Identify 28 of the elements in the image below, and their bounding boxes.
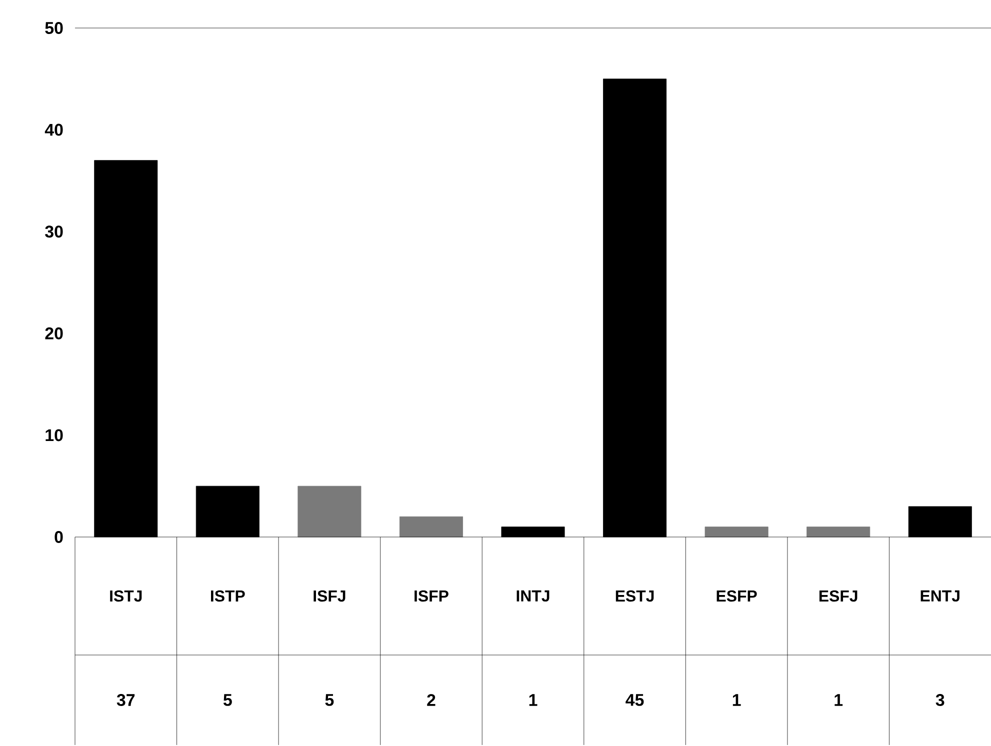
x-tick-label: INTJ <box>516 590 550 602</box>
x-tick-label: ISTP <box>211 590 245 602</box>
bar <box>704 526 768 538</box>
data-label: 45 <box>626 694 644 706</box>
x-tick-label: ISFP <box>414 590 448 602</box>
x-tick-label: ESFJ <box>819 590 858 602</box>
data-label: 1 <box>732 694 741 706</box>
data-label: 2 <box>427 694 436 706</box>
bar <box>399 516 463 538</box>
y-tick-label: 20 <box>45 327 63 340</box>
y-tick-label: 50 <box>45 22 63 34</box>
x-tick-label: ISTJ <box>110 590 142 602</box>
x-tick-label: ESTJ <box>616 590 654 602</box>
x-tick-label: ISFJ <box>314 590 346 602</box>
data-label: 1 <box>834 694 843 706</box>
x-tick-label: ENTJ <box>920 590 960 602</box>
data-label: 5 <box>223 694 232 706</box>
data-label: 1 <box>529 694 538 706</box>
y-tick-label: 10 <box>46 429 63 442</box>
x-tick-label: ESFP <box>716 590 757 602</box>
y-tick-label: 40 <box>44 124 63 136</box>
data-label: 3 <box>936 694 944 706</box>
bar <box>298 486 362 538</box>
data-label: 5 <box>325 694 334 706</box>
y-tick-label: 0 <box>54 531 63 543</box>
y-tick-label: 30 <box>45 226 63 238</box>
data-label: 37 <box>116 694 135 706</box>
bar <box>806 526 870 538</box>
